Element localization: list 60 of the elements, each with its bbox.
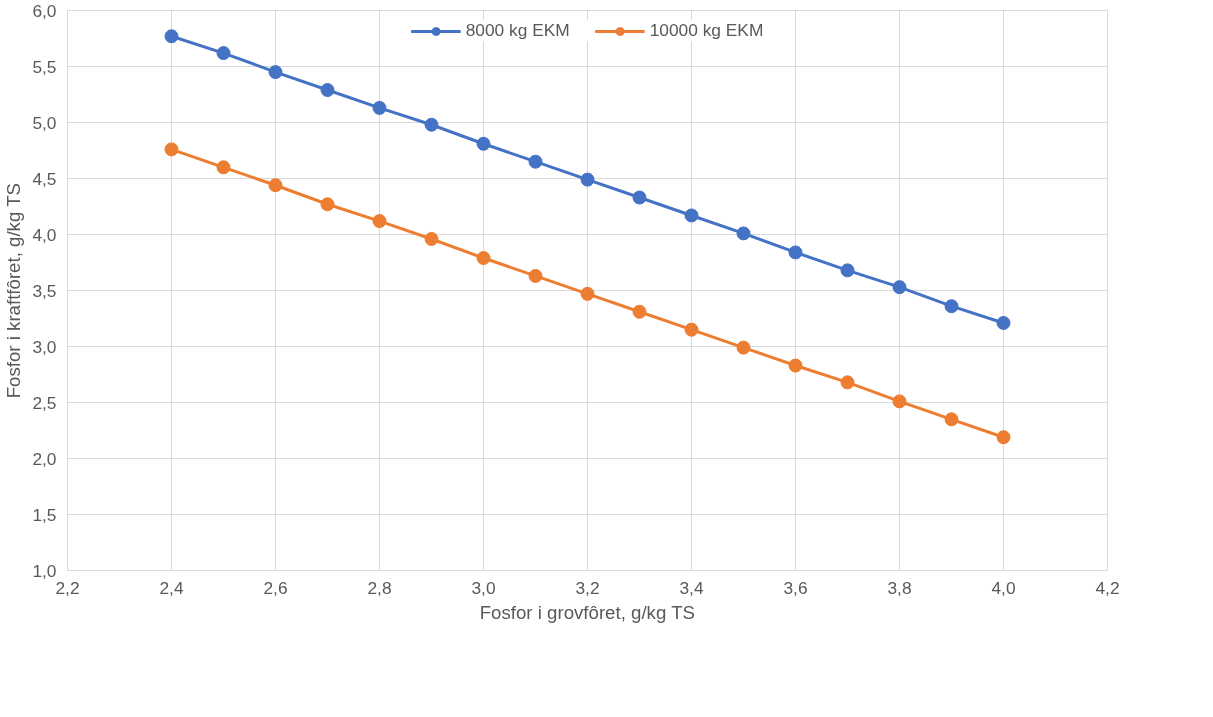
x-tick-label: 3,2 [575, 577, 600, 598]
y-tick-label: 1,5 [32, 504, 57, 525]
point [632, 304, 647, 319]
x-tick-label: 2,4 [159, 577, 184, 598]
x-tick-label: 4,0 [991, 577, 1016, 598]
point [164, 142, 179, 157]
point [164, 29, 179, 44]
point [320, 83, 335, 98]
point [944, 299, 959, 314]
point [580, 286, 595, 301]
point [684, 322, 699, 337]
legend-label: 8000 kg EKM [465, 20, 570, 41]
point [268, 178, 283, 193]
x-tick-label: 3,8 [887, 577, 912, 598]
point [684, 208, 699, 223]
point [216, 46, 231, 61]
y-tick-label: 5,5 [32, 56, 57, 77]
point [996, 430, 1011, 445]
point [424, 231, 439, 246]
y-tick-label: 2,5 [32, 392, 57, 413]
point [528, 268, 543, 283]
y-tick-label: 4,5 [32, 168, 57, 189]
x-axis-title: Fosfor i grovfôret, g/kg TS [479, 601, 695, 623]
point [892, 394, 907, 409]
x-tick-label: 3,4 [679, 577, 704, 598]
legend-label: 10000 kg EKM [649, 20, 764, 41]
x-tick-label: 2,6 [263, 577, 288, 598]
y-tick-label: 4,0 [32, 224, 57, 245]
point [268, 65, 283, 80]
point [320, 197, 335, 212]
y-tick-label: 1,0 [32, 560, 57, 581]
point [372, 100, 387, 115]
x-tick-label: 3,0 [471, 577, 496, 598]
point [476, 251, 491, 266]
y-tick-label: 3,0 [32, 336, 57, 357]
x-tick-label: 4,2 [1095, 577, 1120, 598]
point [424, 117, 439, 132]
point [528, 154, 543, 169]
point [216, 160, 231, 175]
point [788, 358, 803, 373]
point [736, 226, 751, 241]
point [372, 214, 387, 229]
x-tick-label: 3,6 [783, 577, 808, 598]
point [996, 315, 1011, 330]
x-tick-label: 2,8 [367, 577, 392, 598]
point [476, 136, 491, 151]
y-tick-label: 6,0 [32, 0, 57, 21]
point [632, 190, 647, 205]
y-axis-title: Fosfor i kraftfôret, g/kg TS [3, 183, 25, 399]
point [892, 280, 907, 295]
point [788, 245, 803, 260]
point [736, 340, 751, 355]
point [580, 172, 595, 187]
y-tick-label: 3,5 [32, 280, 57, 301]
x-tick-label: 2,2 [55, 577, 80, 598]
point [840, 375, 855, 390]
y-tick-label: 5,0 [32, 112, 57, 133]
y-tick-label: 2,0 [32, 448, 57, 469]
point [944, 412, 959, 427]
point [840, 263, 855, 278]
